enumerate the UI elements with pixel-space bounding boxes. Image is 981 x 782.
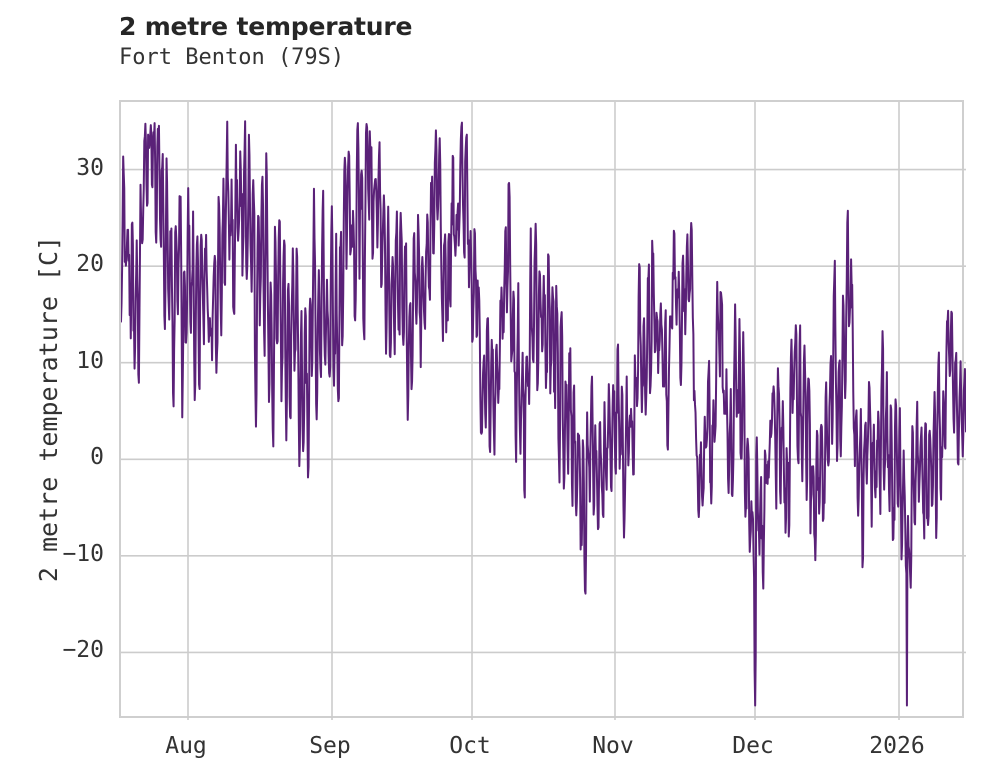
y-tick-label: 10	[76, 347, 104, 374]
x-tick-label: Sep	[309, 733, 351, 759]
title-block: 2 metre temperature Fort Benton (79S)	[119, 12, 819, 72]
y-tick-label: −10	[62, 540, 104, 567]
y-axis-ticks: 30 20 10 0 −10 −20	[0, 0, 104, 782]
x-tick-label: Nov	[592, 733, 634, 759]
y-tick-label: 30	[76, 154, 104, 181]
y-tick-label: 0	[90, 444, 104, 471]
x-tick-label: Oct	[449, 733, 491, 759]
plot-area	[119, 100, 966, 720]
temperature-line-chart	[121, 102, 966, 720]
x-tick-label: 2026	[869, 733, 925, 759]
page-title: 2 metre temperature	[119, 12, 413, 41]
chart-subtitle: Fort Benton (79S)	[119, 45, 345, 70]
y-tick-label: −20	[62, 637, 104, 664]
x-tick-label: Dec	[732, 733, 774, 759]
x-tick-label: Aug	[165, 733, 207, 759]
y-tick-label: 20	[76, 251, 104, 278]
temperature-series-line	[121, 120, 966, 707]
